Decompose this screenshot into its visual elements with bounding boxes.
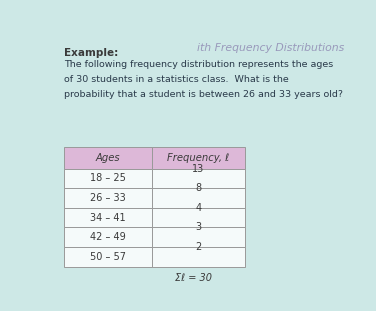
Bar [65, 247, 152, 267]
Text: ith Frequency Distributions: ith Frequency Distributions [197, 43, 344, 53]
Bar [152, 227, 245, 247]
Text: Σℓ = 30: Σℓ = 30 [175, 273, 212, 283]
Text: 42 – 49: 42 – 49 [90, 232, 126, 242]
Text: 13: 13 [193, 164, 205, 174]
Bar [65, 208, 152, 227]
Bar [65, 169, 152, 188]
Text: 2: 2 [196, 242, 202, 252]
Text: 4: 4 [196, 203, 202, 213]
Bar [152, 188, 245, 208]
Text: The following frequency distribution represents the ages: The following frequency distribution rep… [65, 60, 334, 69]
Text: of 30 students in a statistics class.  What is the: of 30 students in a statistics class. Wh… [65, 75, 289, 84]
Bar [65, 188, 152, 208]
Bar [152, 247, 245, 267]
Text: 34 – 41: 34 – 41 [90, 213, 126, 223]
Text: 3: 3 [196, 222, 202, 232]
Bar [152, 208, 245, 227]
Bar [152, 169, 245, 188]
Text: Ages: Ages [96, 153, 120, 163]
Text: 18 – 25: 18 – 25 [90, 173, 126, 183]
Text: 50 – 57: 50 – 57 [90, 252, 126, 262]
Bar [65, 227, 152, 247]
Text: probability that a student is between 26 and 33 years old?: probability that a student is between 26… [65, 90, 344, 99]
Bar [65, 147, 152, 169]
Text: Example:: Example: [65, 48, 119, 58]
Text: 26 – 33: 26 – 33 [90, 193, 126, 203]
Text: Frequency, ℓ: Frequency, ℓ [167, 153, 230, 163]
Bar [152, 147, 245, 169]
Text: 8: 8 [196, 183, 202, 193]
